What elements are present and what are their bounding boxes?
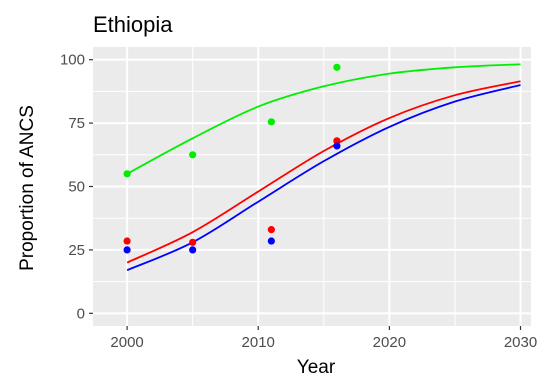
x-tick-label: 2030 xyxy=(504,334,537,351)
y-tick-label: 75 xyxy=(68,115,85,132)
data-point-1 xyxy=(189,151,197,159)
y-axis-title: Proportion of ANCS xyxy=(17,105,38,271)
tick-labels: 2000 2010 2020 2030 0 25 50 75 100 xyxy=(60,52,537,351)
data-point-1 xyxy=(267,118,275,126)
data-point-2 xyxy=(333,137,341,145)
data-point-1 xyxy=(333,63,341,71)
data-point-3 xyxy=(267,237,275,245)
data-point-3 xyxy=(333,142,341,150)
data-point-2 xyxy=(189,238,197,246)
x-tick-label: 2010 xyxy=(242,334,275,351)
y-tick-label: 25 xyxy=(68,242,85,259)
major-gridlines xyxy=(93,47,531,326)
x-tick-label: 2020 xyxy=(373,334,406,351)
chart-title: Ethiopia xyxy=(93,12,173,37)
x-axis-title: Year xyxy=(297,357,336,378)
fitted-curve-1 xyxy=(126,63,521,175)
data-points xyxy=(123,63,341,254)
data-point-1 xyxy=(123,170,131,178)
axis-ticks xyxy=(89,59,522,330)
data-point-2 xyxy=(267,226,275,234)
data-point-3 xyxy=(123,246,131,254)
y-tick-label: 50 xyxy=(68,179,85,196)
data-point-3 xyxy=(189,246,197,254)
x-tick-label: 2000 xyxy=(110,334,143,351)
y-tick-label: 100 xyxy=(60,52,85,69)
data-point-2 xyxy=(123,237,131,245)
y-tick-label: 0 xyxy=(77,305,85,322)
fitted-curve-2 xyxy=(126,80,521,264)
